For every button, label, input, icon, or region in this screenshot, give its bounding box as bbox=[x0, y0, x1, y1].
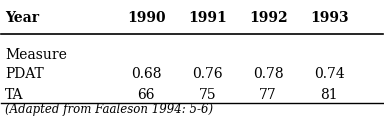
Text: PDAT: PDAT bbox=[5, 67, 44, 81]
Text: 0.74: 0.74 bbox=[314, 67, 344, 81]
Text: TA: TA bbox=[5, 88, 24, 102]
Text: 81: 81 bbox=[320, 88, 338, 102]
Text: (Adapted from Faaleson 1994: 5-6): (Adapted from Faaleson 1994: 5-6) bbox=[5, 103, 214, 116]
Text: 0.78: 0.78 bbox=[253, 67, 283, 81]
Text: 1991: 1991 bbox=[188, 11, 227, 25]
Text: 0.76: 0.76 bbox=[192, 67, 223, 81]
Text: 1990: 1990 bbox=[127, 11, 166, 25]
Text: Measure: Measure bbox=[5, 48, 67, 62]
Text: 66: 66 bbox=[137, 88, 155, 102]
Text: 75: 75 bbox=[199, 88, 216, 102]
Text: Year: Year bbox=[5, 11, 39, 25]
Text: 1992: 1992 bbox=[249, 11, 288, 25]
Text: 77: 77 bbox=[259, 88, 277, 102]
Text: 0.68: 0.68 bbox=[131, 67, 162, 81]
Text: 1993: 1993 bbox=[310, 11, 349, 25]
